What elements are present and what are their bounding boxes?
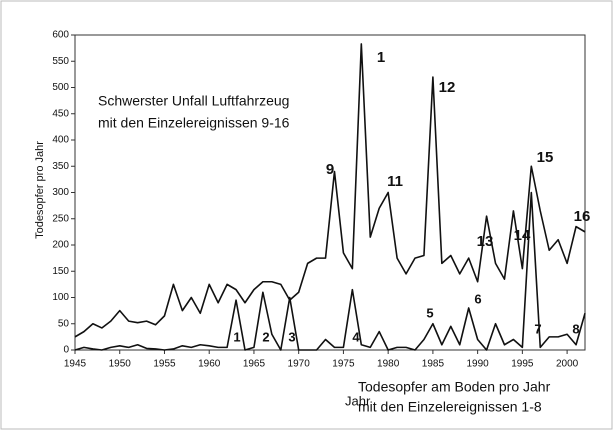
y-tick-label: 200 (52, 240, 69, 251)
annotation: 1 (377, 49, 385, 66)
annotation: 11 (387, 173, 403, 190)
annotation: 16 (574, 208, 591, 225)
y-tick-label: 100 (52, 292, 69, 303)
x-tick-label: 1985 (422, 359, 445, 370)
x-tick-label: 1990 (467, 359, 490, 370)
x-tick-label: 1995 (511, 359, 534, 370)
series-line (74, 191, 586, 351)
y-tick-label: 450 (52, 108, 69, 119)
annotation: 5 (426, 305, 433, 320)
x-tick-label: 2000 (556, 359, 579, 370)
note: mit den Einzelereignissen 1-8 (358, 399, 542, 415)
annotation: 12 (439, 79, 456, 96)
x-tick-label: 1975 (332, 359, 355, 370)
y-tick-label: 250 (52, 213, 69, 224)
annotation: 9 (326, 161, 334, 178)
x-tick-label: 1960 (198, 359, 221, 370)
annotation: 13 (477, 233, 494, 250)
x-tick-label: 1950 (109, 359, 132, 370)
y-tick-label: 550 (52, 56, 69, 67)
y-tick-label: 600 (52, 30, 69, 41)
annotation: 15 (537, 149, 554, 166)
x-tick-label: 1970 (288, 359, 311, 370)
y-axis-label: Todesopfer pro Jahr (34, 141, 46, 239)
note: Schwerster Unfall Luftfahrzeug (98, 93, 289, 109)
note: Todesopfer am Boden pro Jahr (358, 379, 551, 395)
y-tick-label: 300 (52, 187, 69, 198)
y-tick-label: 350 (52, 161, 69, 172)
annotation: 3 (288, 329, 295, 344)
y-tick-label: 0 (63, 345, 69, 356)
series-line (74, 43, 586, 338)
y-tick-label: 50 (58, 318, 70, 329)
x-tick-label: 1965 (243, 359, 266, 370)
x-tick-label: 1980 (377, 359, 400, 370)
x-axis-label: Jahr (345, 393, 371, 408)
x-tick-label: 1945 (64, 359, 87, 370)
annotation: 1 (233, 329, 240, 344)
note: mit den Einzelereignissen 9-16 (98, 115, 290, 131)
y-tick-label: 150 (52, 266, 69, 277)
x-tick-label: 1955 (153, 359, 176, 370)
annotation: 2 (262, 329, 269, 344)
annotation: 4 (352, 329, 360, 344)
annotation: 14 (514, 227, 531, 244)
annotation: 7 (534, 321, 541, 336)
y-tick-label: 400 (52, 135, 69, 146)
annotation: 6 (474, 291, 481, 306)
annotation: 8 (572, 321, 579, 336)
y-tick-label: 500 (52, 82, 69, 93)
